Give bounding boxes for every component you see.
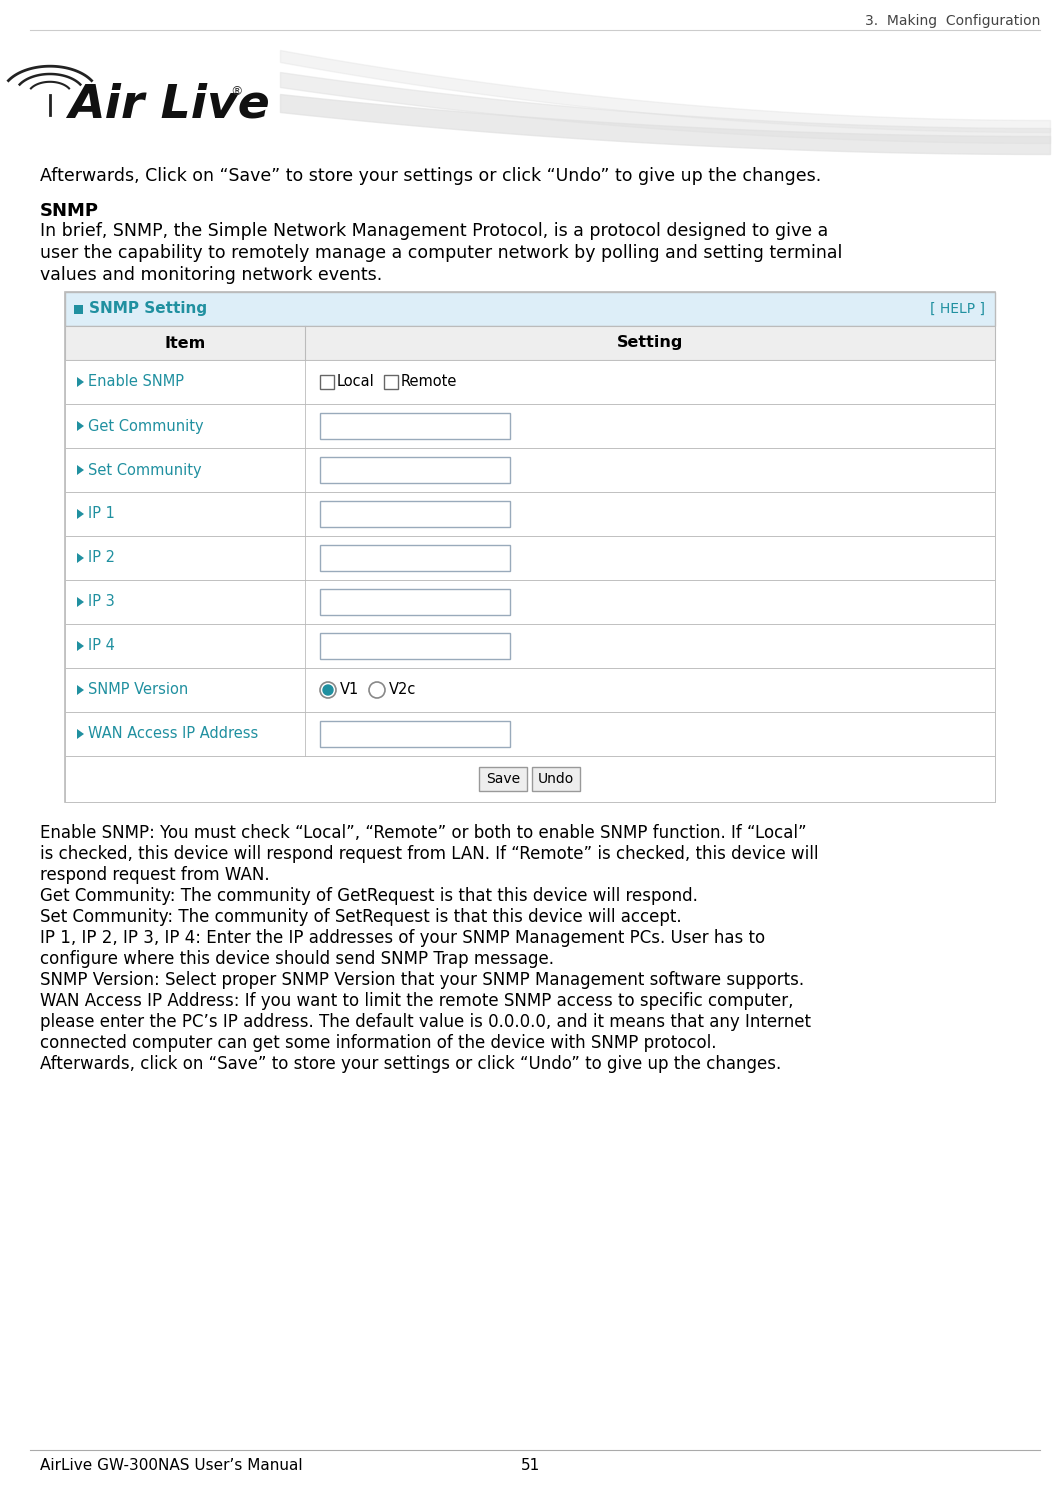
Text: SNMP Version: SNMP Version bbox=[88, 682, 188, 697]
Polygon shape bbox=[77, 685, 84, 695]
Bar bbox=[65, 292, 995, 326]
Text: IP 2: IP 2 bbox=[88, 551, 115, 566]
Text: Enable SNMP: Enable SNMP bbox=[88, 375, 184, 390]
Bar bbox=[65, 491, 995, 536]
Bar bbox=[65, 360, 995, 404]
Bar bbox=[65, 669, 995, 712]
Text: 3.  Making  Configuration: 3. Making Configuration bbox=[865, 13, 1040, 28]
Text: [ HELP ]: [ HELP ] bbox=[930, 302, 985, 316]
Polygon shape bbox=[77, 377, 84, 387]
Bar bbox=[320, 500, 510, 527]
Text: Save: Save bbox=[486, 771, 520, 786]
Bar bbox=[320, 721, 510, 747]
Text: Get Community: Get Community bbox=[88, 418, 204, 433]
Text: Setting: Setting bbox=[616, 335, 683, 350]
Text: Afterwards, click on “Save” to store your settings or click “Undo” to give up th: Afterwards, click on “Save” to store you… bbox=[40, 1056, 781, 1074]
Text: IP 3: IP 3 bbox=[88, 594, 115, 609]
Polygon shape bbox=[77, 730, 84, 739]
Text: V1: V1 bbox=[340, 682, 360, 697]
Text: AirLive GW-300NAS User’s Manual: AirLive GW-300NAS User’s Manual bbox=[40, 1458, 302, 1473]
Bar bbox=[532, 767, 580, 791]
Bar bbox=[320, 590, 510, 615]
Bar bbox=[65, 326, 995, 360]
Text: Item: Item bbox=[164, 335, 206, 350]
Bar bbox=[320, 633, 510, 660]
Text: In brief, SNMP, the Simple Network Management Protocol, is a protocol designed t: In brief, SNMP, the Simple Network Manag… bbox=[40, 222, 829, 240]
Bar bbox=[65, 536, 995, 581]
Text: 51: 51 bbox=[520, 1458, 540, 1473]
Text: Afterwards, Click on “Save” to store your settings or click “Undo” to give up th: Afterwards, Click on “Save” to store you… bbox=[40, 167, 821, 185]
Polygon shape bbox=[77, 465, 84, 475]
Text: SNMP: SNMP bbox=[40, 203, 99, 220]
Text: Remote: Remote bbox=[401, 375, 457, 390]
Text: WAN Access IP Address: If you want to limit the remote SNMP access to specific c: WAN Access IP Address: If you want to li… bbox=[40, 992, 794, 1010]
Bar bbox=[320, 457, 510, 482]
Text: V2c: V2c bbox=[389, 682, 416, 697]
Bar bbox=[65, 756, 995, 803]
Text: user the capability to remotely manage a computer network by polling and setting: user the capability to remotely manage a… bbox=[40, 244, 842, 262]
Bar bbox=[384, 375, 398, 389]
Text: Set Community: Set Community bbox=[88, 463, 202, 478]
Circle shape bbox=[320, 682, 336, 698]
Text: SNMP Version: Select proper SNMP Version that your SNMP Management software supp: SNMP Version: Select proper SNMP Version… bbox=[40, 971, 804, 989]
Text: IP 1: IP 1 bbox=[88, 506, 115, 521]
Text: Get Community: The community of GetRequest is that this device will respond.: Get Community: The community of GetReque… bbox=[40, 887, 698, 905]
Bar bbox=[65, 624, 995, 669]
Bar bbox=[65, 581, 995, 624]
Text: Local: Local bbox=[337, 375, 375, 390]
Text: respond request from WAN.: respond request from WAN. bbox=[40, 867, 269, 884]
Bar bbox=[479, 767, 527, 791]
Polygon shape bbox=[77, 509, 84, 520]
Text: is checked, this device will respond request from LAN. If “Remote” is checked, t: is checked, this device will respond req… bbox=[40, 844, 818, 864]
Text: configure where this device should send SNMP Trap message.: configure where this device should send … bbox=[40, 950, 554, 968]
Text: IP 4: IP 4 bbox=[88, 639, 115, 654]
Bar bbox=[320, 412, 510, 439]
Polygon shape bbox=[77, 640, 84, 651]
Text: Enable SNMP: You must check “Local”, “Remote” or both to enable SNMP function. I: Enable SNMP: You must check “Local”, “Re… bbox=[40, 823, 806, 841]
Text: Set Community: The community of SetRequest is that this device will accept.: Set Community: The community of SetReque… bbox=[40, 908, 681, 926]
Bar bbox=[65, 448, 995, 491]
Text: Undo: Undo bbox=[538, 771, 574, 786]
Text: WAN Access IP Address: WAN Access IP Address bbox=[88, 727, 258, 742]
Polygon shape bbox=[77, 597, 84, 608]
Text: IP 1, IP 2, IP 3, IP 4: Enter the IP addresses of your SNMP Management PCs. User: IP 1, IP 2, IP 3, IP 4: Enter the IP add… bbox=[40, 929, 765, 947]
Bar bbox=[65, 404, 995, 448]
Bar bbox=[65, 292, 995, 803]
Text: SNMP Setting: SNMP Setting bbox=[89, 301, 207, 317]
Text: please enter the PC’s IP address. The default value is 0.0.0.0, and it means tha: please enter the PC’s IP address. The de… bbox=[40, 1013, 811, 1030]
Text: connected computer can get some information of the device with SNMP protocol.: connected computer can get some informat… bbox=[40, 1033, 716, 1053]
Bar bbox=[65, 712, 995, 756]
Text: values and monitoring network events.: values and monitoring network events. bbox=[40, 267, 382, 284]
Bar bbox=[320, 545, 510, 570]
Polygon shape bbox=[77, 552, 84, 563]
Bar bbox=[320, 375, 334, 389]
Polygon shape bbox=[77, 421, 84, 430]
Bar bbox=[74, 304, 83, 314]
Text: ®: ® bbox=[230, 85, 243, 98]
Circle shape bbox=[369, 682, 385, 698]
Text: Air Live: Air Live bbox=[68, 82, 269, 128]
Circle shape bbox=[323, 685, 333, 695]
